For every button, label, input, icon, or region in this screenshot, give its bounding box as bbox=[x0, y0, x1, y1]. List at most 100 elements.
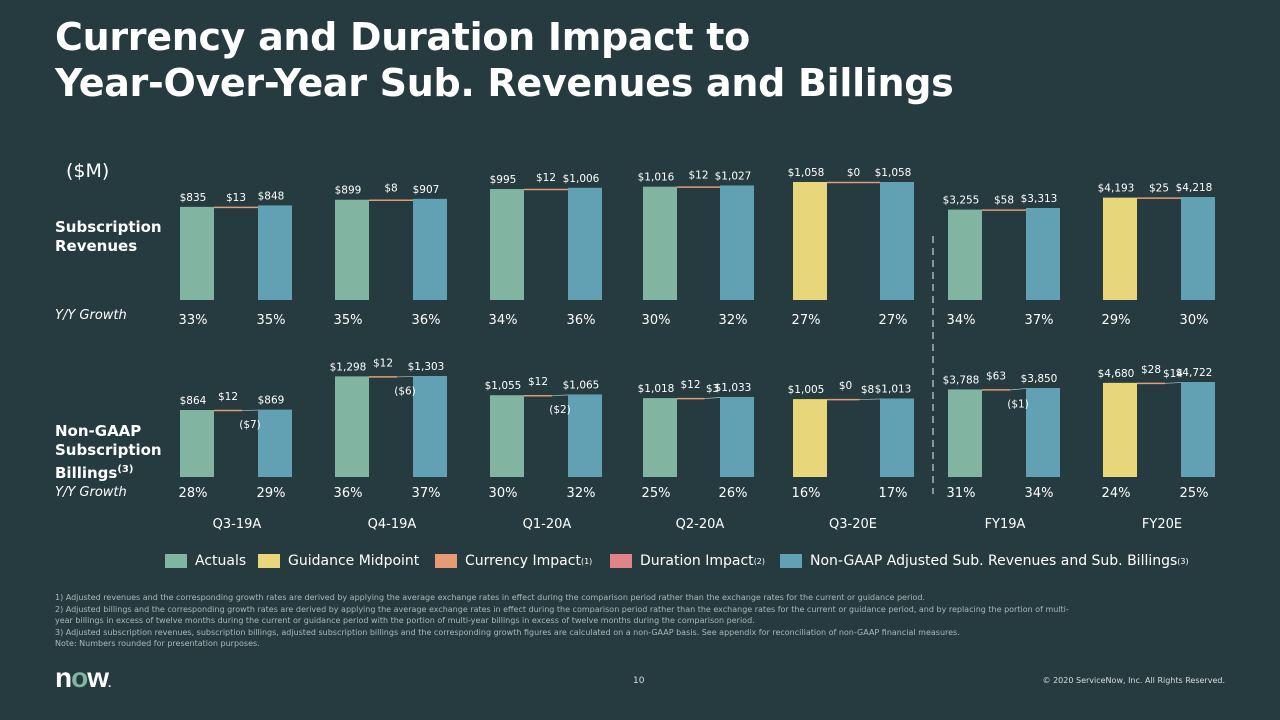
period-label-q1-20a: Q1-20A bbox=[523, 517, 572, 532]
billings-label-line3: Billings bbox=[55, 464, 118, 482]
rev-label-currency-q3-20e: $0 bbox=[847, 167, 860, 179]
revenues-label-line1: Subscription bbox=[55, 218, 162, 236]
legend-label-guidance: Guidance Midpoint bbox=[288, 553, 420, 569]
bill-bar-fy20e-base bbox=[1103, 382, 1137, 477]
bill-growth-adjusted-q3-20e: 17% bbox=[879, 486, 908, 501]
bill-growth-base-fy20e: 24% bbox=[1102, 486, 1131, 501]
rev-growth-base-fy19a: 34% bbox=[947, 313, 976, 328]
rev-label-adjusted-fy19a: $3,313 bbox=[1021, 193, 1058, 205]
bill-duration-segment-fy19a bbox=[1009, 388, 1027, 391]
bill-duration-segment-q2-20a bbox=[704, 397, 721, 399]
bill-bar-q3-20e-adjusted bbox=[880, 398, 914, 477]
legend-swatch-duration bbox=[610, 554, 632, 568]
period-label-fy19a: FY19A bbox=[985, 517, 1026, 532]
rev-bar-fy20e-adjusted bbox=[1181, 197, 1215, 300]
bill-bar-q3-20e-base bbox=[793, 399, 827, 477]
rev-growth-adjusted-q2-20a: 32% bbox=[719, 313, 748, 328]
title-line-2: Year-Over-Year Sub. Revenues and Billing… bbox=[55, 61, 954, 105]
footnote-2: 2) Adjusted billings and the correspondi… bbox=[55, 604, 1069, 614]
bill-label-adjusted-q1-20a: $1,065 bbox=[563, 379, 600, 391]
rev-bar-q1-20a-base bbox=[490, 189, 524, 300]
period-label-q3-19a: Q3-19A bbox=[213, 517, 262, 532]
bill-growth-base-q3-20e: 16% bbox=[792, 486, 821, 501]
billings-label-line1: Non-GAAP bbox=[55, 422, 142, 440]
rev-growth-adjusted-fy20e: 30% bbox=[1180, 313, 1209, 328]
rev-growth-adjusted-q1-20a: 36% bbox=[567, 313, 596, 328]
billings-label: Non-GAAP Subscription Billings(3) bbox=[55, 422, 162, 483]
billings-growth-label: Y/Y Growth bbox=[55, 485, 127, 500]
rev-growth-base-q1-20a: 34% bbox=[489, 313, 518, 328]
legend-sup-adjusted: (3) bbox=[1177, 556, 1189, 566]
rev-label-currency-fy20e: $25 bbox=[1149, 183, 1169, 195]
legend-label-adjusted: Non-GAAP Adjusted Sub. Revenues and Sub.… bbox=[810, 553, 1178, 569]
period-label-q4-19a: Q4-19A bbox=[368, 517, 417, 532]
revenues-label-line2: Revenues bbox=[55, 237, 138, 255]
rev-label-base-fy20e: $4,193 bbox=[1098, 183, 1135, 195]
rev-label-currency-fy19a: $58 bbox=[994, 195, 1014, 207]
bill-label-currency-fy20e: $28 bbox=[1141, 364, 1161, 376]
rev-bar-fy19a-base bbox=[948, 209, 982, 300]
copyright: © 2020 ServiceNow, Inc. All Rights Reser… bbox=[1042, 676, 1225, 685]
unit-label: ($M) bbox=[66, 160, 110, 182]
rev-label-currency-q1-20a: $12 bbox=[536, 172, 556, 184]
rev-label-adjusted-q3-20e: $1,058 bbox=[875, 167, 912, 179]
footnote-4: 3) Adjusted subscription revenues, subsc… bbox=[55, 627, 960, 637]
bill-label-adjusted-fy20e: $4,722 bbox=[1176, 367, 1213, 379]
footnote-5: Note: Numbers rounded for presentation p… bbox=[55, 639, 260, 648]
rev-bar-fy20e-base bbox=[1103, 197, 1137, 300]
period-label-q3-20e: Q3-20E bbox=[829, 517, 877, 532]
rev-growth-adjusted-q4-19a: 36% bbox=[412, 313, 441, 328]
bill-growth-adjusted-fy19a: 34% bbox=[1025, 486, 1054, 501]
bill-bar-q4-19a-base bbox=[335, 376, 369, 477]
title-line-1: Currency and Duration Impact to bbox=[55, 15, 750, 59]
rev-label-base-q2-20a: $1,016 bbox=[638, 172, 675, 184]
slide-title: Currency and Duration Impact to Year-Ove… bbox=[55, 14, 954, 106]
revenues-growth-label: Y/Y Growth bbox=[55, 308, 127, 323]
legend-label-actuals: Actuals bbox=[195, 553, 247, 569]
legend-swatch-guidance bbox=[258, 554, 280, 568]
rev-label-base-q3-20e: $1,058 bbox=[788, 167, 825, 179]
period-label-q2-20a: Q2-20A bbox=[676, 517, 725, 532]
bill-growth-adjusted-q4-19a: 37% bbox=[412, 486, 441, 501]
rev-growth-base-q4-19a: 35% bbox=[334, 313, 363, 328]
bill-label-duration-q3-19a: ($7) bbox=[239, 419, 261, 431]
legend-item-adjusted: Non-GAAP Adjusted Sub. Revenues and Sub.… bbox=[780, 553, 1189, 569]
rev-bar-q3-19a-adjusted bbox=[258, 205, 292, 300]
rev-growth-adjusted-fy19a: 37% bbox=[1025, 313, 1054, 328]
rev-bar-q4-19a-adjusted bbox=[413, 198, 447, 300]
legend-item-guidance: Guidance Midpoint bbox=[258, 553, 419, 569]
rev-growth-adjusted-q3-19a: 35% bbox=[257, 313, 286, 328]
rev-label-adjusted-q1-20a: $1,006 bbox=[563, 173, 600, 185]
rev-label-adjusted-q2-20a: $1,027 bbox=[715, 170, 752, 182]
rev-label-adjusted-q3-19a: $848 bbox=[258, 190, 285, 202]
bill-label-currency-q1-20a: $12 bbox=[528, 376, 548, 388]
rev-growth-adjusted-q3-20e: 27% bbox=[879, 313, 908, 328]
bill-bar-fy19a-base bbox=[948, 389, 982, 477]
bill-label-currency-q4-19a: $12 bbox=[373, 357, 393, 369]
legend-swatch-currency bbox=[435, 554, 457, 568]
rev-label-base-fy19a: $3,255 bbox=[943, 195, 980, 207]
bill-label-duration-fy19a: ($1) bbox=[1007, 398, 1029, 410]
bill-label-duration-q4-19a: ($6) bbox=[394, 385, 416, 397]
bill-bar-q1-20a-base bbox=[490, 395, 524, 477]
rev-label-base-q4-19a: $899 bbox=[335, 185, 362, 197]
legend-item-currency: Currency Impact (1) bbox=[435, 553, 592, 569]
rev-growth-base-fy20e: 29% bbox=[1102, 313, 1131, 328]
bill-duration-segment-q1-20a bbox=[551, 394, 569, 397]
footnotes: 1) Adjusted revenues and the correspondi… bbox=[55, 592, 1235, 650]
bill-bar-fy20e-adjusted bbox=[1181, 382, 1215, 477]
rev-growth-base-q3-20e: 27% bbox=[792, 313, 821, 328]
bill-bar-fy19a-adjusted bbox=[1026, 388, 1060, 477]
period-label-fy20e: FY20E bbox=[1142, 517, 1182, 532]
rev-growth-base-q2-20a: 30% bbox=[642, 313, 671, 328]
bill-label-adjusted-q3-20e: $1,013 bbox=[875, 383, 912, 395]
bill-growth-adjusted-q1-20a: 32% bbox=[567, 486, 596, 501]
rev-label-currency-q4-19a: $8 bbox=[384, 183, 397, 195]
bill-label-base-q3-19a: $864 bbox=[180, 395, 207, 407]
rev-growth-base-q3-19a: 33% bbox=[179, 313, 208, 328]
footnote-3: year billings in excess of twelve months… bbox=[55, 616, 755, 625]
bill-growth-base-q2-20a: 25% bbox=[642, 486, 671, 501]
legend-item-actuals: Actuals bbox=[165, 553, 246, 569]
bill-label-duration-q2-20a: $3 bbox=[706, 383, 719, 395]
chart-legend: Actuals Guidance Midpoint Currency Impact(… bbox=[0, 553, 1280, 573]
